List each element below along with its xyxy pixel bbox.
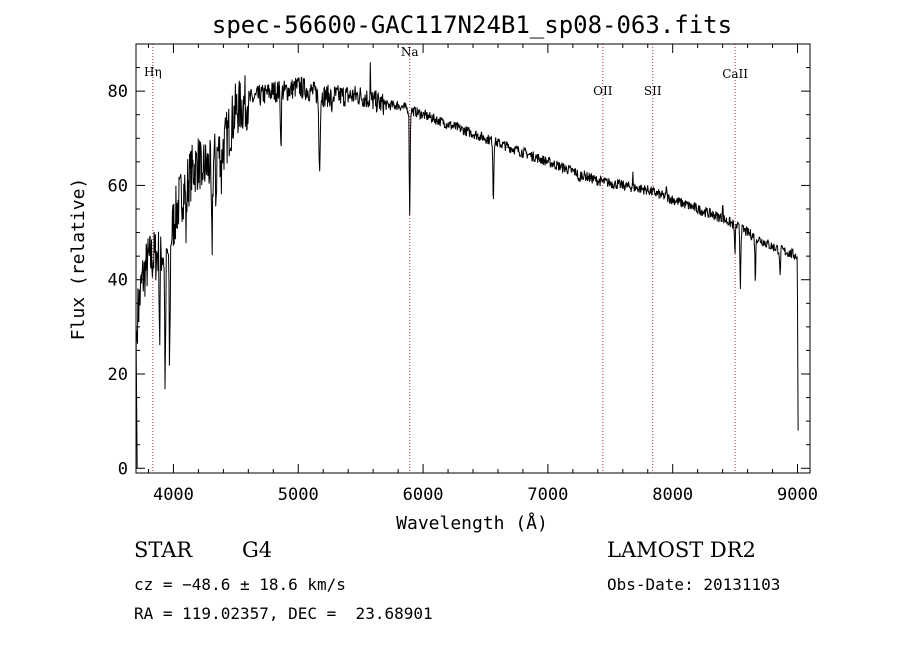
spectral-line-label: OII [593,84,613,98]
x-tick-label: 9000 [777,485,818,505]
spectral-line-label: SII [644,84,662,98]
spectral-line-label: Na [401,45,419,59]
spectrum-line [135,62,799,469]
y-axis-label: Flux (relative) [68,178,89,341]
redshift-readout: cz = −48.6 ± 18.6 km/s [134,575,346,594]
spectral-line-label: Hη [144,65,162,79]
x-tick-label: 5000 [278,485,319,505]
y-tick-label: 0 [118,459,128,479]
spectral-line-label: CaII [722,67,748,81]
x-axis-label: Wavelength (Å) [396,512,548,534]
y-tick-label: 80 [108,82,128,102]
object-subclass: G4 [242,538,273,562]
obs-date: Obs-Date: 20131103 [607,575,781,594]
y-tick-label: 20 [108,365,128,385]
spectral-line-markers: Hη Na OII SII CaII [144,44,748,473]
x-tick-label: 7000 [527,485,568,505]
x-tick-label: 6000 [403,485,444,505]
x-tick-label: 8000 [652,485,693,505]
survey-name: LAMOST DR2 [607,538,756,562]
y-tick-label: 60 [108,176,128,196]
chart-title: spec-56600-GAC117N24B1_sp08-063.fits [212,11,732,39]
axis-ticks: 4000 5000 6000 7000 8000 9000 0 20 40 60 80 [108,44,818,505]
coordinates: RA = 119.02357, DEC = 23.68901 [134,604,433,623]
y-tick-label: 40 [108,271,128,291]
object-class: STAR [134,538,193,562]
x-tick-label: 4000 [153,485,194,505]
